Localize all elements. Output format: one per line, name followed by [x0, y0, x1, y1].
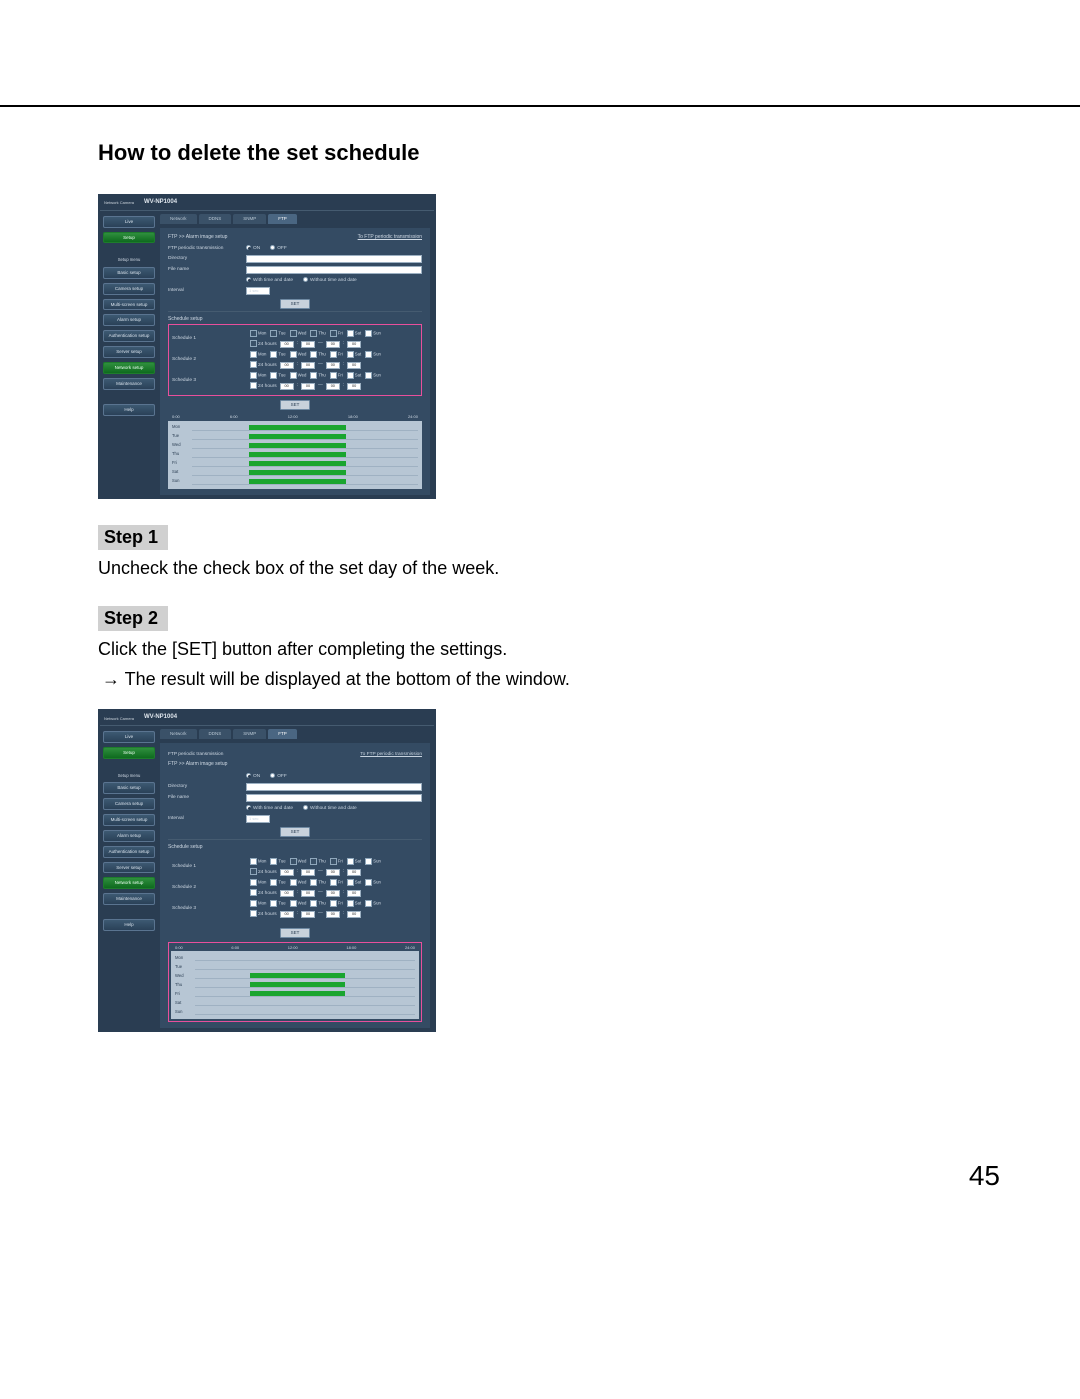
section-title: FTP >> Alarm image setup [168, 234, 227, 241]
sidebar-setup[interactable]: Setup [103, 747, 155, 759]
sidebar-item-server[interactable]: Server setup [103, 346, 155, 358]
sidebar-item-network[interactable]: Network setup [103, 362, 155, 374]
directory-input[interactable] [246, 255, 422, 263]
filename-input[interactable] [246, 266, 422, 274]
fname-opt-with[interactable]: With time and date [246, 277, 293, 284]
panel-ftp: FTP >> Alarm image setup To FTP periodic… [160, 228, 430, 495]
step2-text-2: → The result will be displayed at the bo… [98, 667, 1020, 691]
page-title: How to delete the set schedule [98, 140, 1020, 166]
set-button-1[interactable]: SET [280, 299, 310, 309]
transmission-label: FTP periodic transmission [168, 246, 246, 252]
sidebar-item-multiscreen[interactable]: Multi-screen setup [103, 299, 155, 311]
interval-label: Interval [168, 288, 246, 294]
sidebar-item-help[interactable]: Help [103, 404, 155, 416]
step2-text-1: Click the [SET] button after completing … [98, 637, 1020, 661]
tabs: Network DDNS SNMP FTP [160, 214, 430, 224]
sidebar-live[interactable]: Live [103, 731, 155, 743]
top-rule [0, 105, 1080, 107]
tab-network[interactable]: Network [160, 214, 197, 224]
screenshot-2: Network Camera WV-NP1004 Live Setup Setu… [98, 709, 436, 1032]
interval-select[interactable]: 1 sec [246, 287, 270, 295]
section-link[interactable]: To FTP periodic transmission [358, 234, 422, 241]
sidebar-item-basic[interactable]: Basic setup [103, 267, 155, 279]
shot-header: Network Camera WV-NP1004 [98, 198, 436, 210]
schedule-chart: 0:00 6:00 12:00 18:00 24:00 MonTueWedThu… [168, 414, 422, 488]
screenshot-1: Network Camera WV-NP1004 Live Setup Setu… [98, 194, 436, 499]
sidebar-item-auth[interactable]: Authentication setup [103, 330, 155, 342]
directory-label: Directory [168, 256, 246, 262]
filename-label: File name [168, 267, 246, 273]
sidebar: Live Setup Setup menu Basic setup Camera… [98, 214, 160, 495]
schedule-chart-highlighted: 0:00 6:00 12:00 18:00 24:00 MonTueWedThu… [168, 942, 422, 1022]
sidebar-item-maintenance[interactable]: Maintenance [103, 378, 155, 390]
radio-off[interactable]: OFF [270, 245, 287, 252]
sidebar-item-alarm[interactable]: Alarm setup [103, 314, 155, 326]
step1-label: Step 1 [98, 525, 168, 550]
tab-snmp[interactable]: SNMP [233, 214, 266, 224]
step1-text: Uncheck the check box of the set day of … [98, 556, 1020, 580]
radio-on[interactable]: ON [246, 245, 260, 252]
sidebar-item-camera[interactable]: Camera setup [103, 283, 155, 295]
set-button-2[interactable]: SET [280, 400, 310, 410]
sidebar-menu-label: Setup menu [118, 257, 141, 262]
fname-opt-without[interactable]: Without time and date [303, 277, 357, 284]
schedule-setup-title: Schedule setup [168, 316, 422, 323]
sidebar-setup[interactable]: Setup [103, 232, 155, 244]
schedule-block-highlighted: Schedule 1 Mon Tue Wed Thu Fri Sat [168, 324, 422, 396]
page-number: 45 [969, 1160, 1000, 1192]
step2-label: Step 2 [98, 606, 168, 631]
tab-ftp[interactable]: FTP [268, 214, 297, 224]
sidebar-live[interactable]: Live [103, 216, 155, 228]
tab-ddns[interactable]: DDNS [199, 214, 232, 224]
